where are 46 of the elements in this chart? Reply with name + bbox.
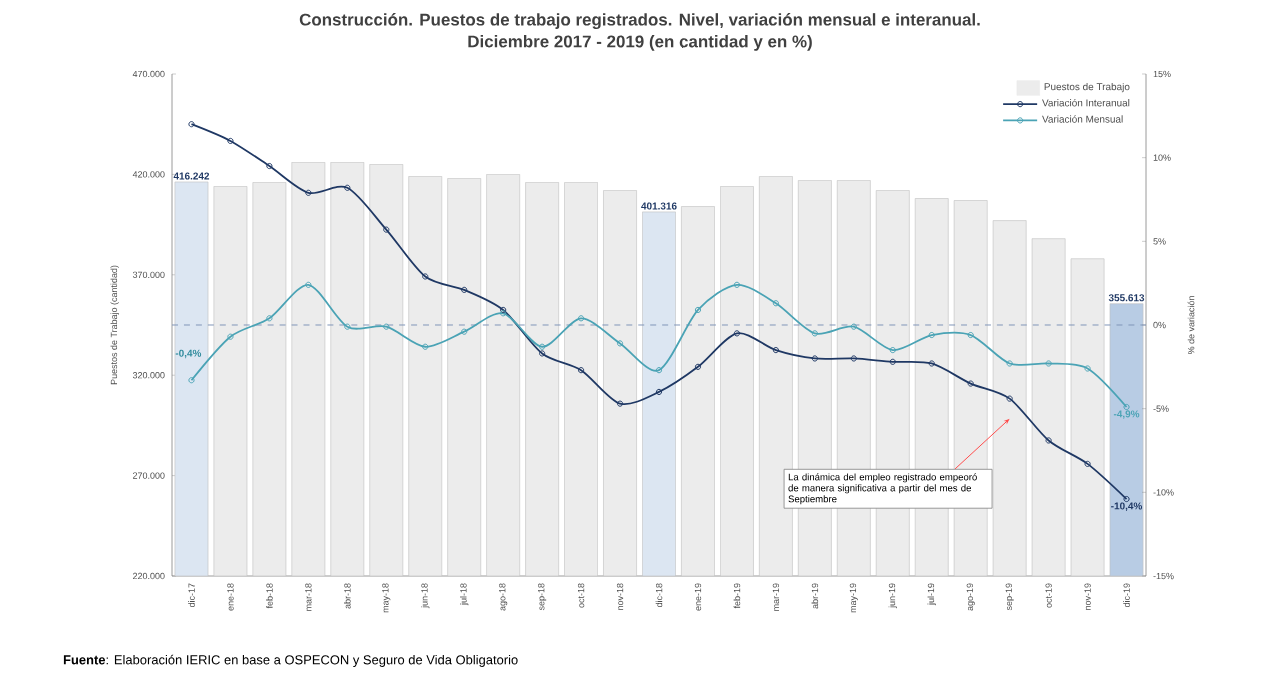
point [1006,395,1013,402]
point [1045,437,1052,444]
point [539,343,546,350]
point [305,281,312,288]
point [616,400,624,407]
point [967,331,974,339]
point [928,360,935,367]
point [733,281,741,288]
point [227,137,234,145]
point [1084,365,1091,372]
point [305,189,312,196]
point [772,300,779,307]
point [577,315,585,322]
point [344,323,351,330]
point [772,347,779,354]
point [1084,460,1091,467]
point [850,323,857,330]
point [733,330,741,337]
point [266,315,273,322]
point [1006,360,1013,367]
point [694,363,702,370]
point [539,350,546,357]
point [616,340,624,347]
point [422,273,429,280]
point [850,355,857,362]
point [889,358,896,365]
chart-title: Construcción. Puestos de trabajo registrados. Nivel, variación mensual e interanual. [299,13,980,30]
point [344,184,351,191]
point [1045,360,1052,367]
point [655,388,663,396]
point [928,331,935,339]
point [655,367,663,374]
point [422,343,429,350]
point [383,226,390,233]
point [461,328,468,335]
point [383,323,390,330]
chart-subtitle: Diciembre 2017 - 2019 (en cantidad y en %) [468,35,812,51]
point [577,367,585,374]
point [266,162,273,170]
point [461,286,468,293]
point [227,333,234,340]
point [967,380,974,387]
point [694,306,702,314]
point [811,330,818,337]
point [811,355,818,362]
point [889,347,896,354]
